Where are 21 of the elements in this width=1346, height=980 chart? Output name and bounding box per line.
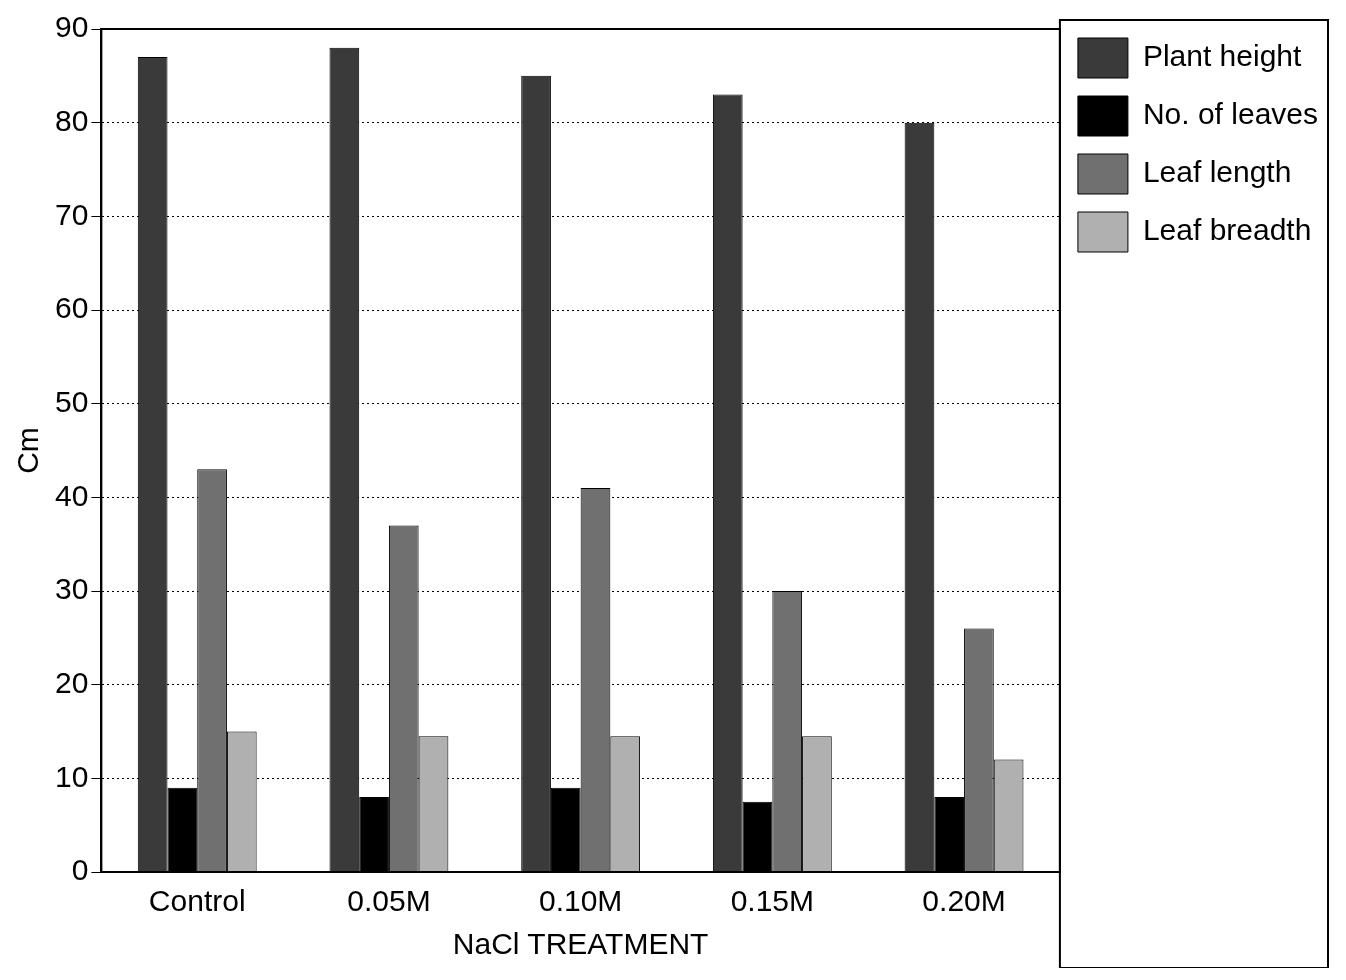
y-tick-label: 10 (54, 759, 89, 793)
y-tick-label: 30 (54, 572, 89, 606)
x-tick-label: 0.15M (730, 884, 815, 918)
legend-label: No. of leaves (1142, 97, 1318, 131)
y-tick-label: 60 (54, 291, 89, 325)
x-tick-label: Control (148, 884, 246, 918)
x-axis-title: NaCl TREATMENT (452, 927, 709, 961)
y-tick-label: 70 (54, 197, 89, 231)
y-tick-label: 40 (54, 478, 89, 512)
y-axis-title: Cm (11, 427, 45, 474)
legend-label: Leaf breadth (1142, 213, 1312, 247)
y-tick-label: 0 (71, 853, 89, 887)
legend-label: Plant height (1142, 39, 1303, 73)
legend-label: Leaf length (1142, 155, 1292, 189)
y-tick-label: 90 (54, 10, 89, 44)
x-tick-label: 0.10M (538, 884, 623, 918)
x-tick-label: 0.05M (347, 884, 431, 918)
x-tick-label: 0.20M (922, 884, 1006, 918)
y-tick-label: 80 (54, 103, 89, 137)
y-tick-label: 20 (54, 665, 89, 699)
y-tick-label: 50 (54, 384, 89, 418)
